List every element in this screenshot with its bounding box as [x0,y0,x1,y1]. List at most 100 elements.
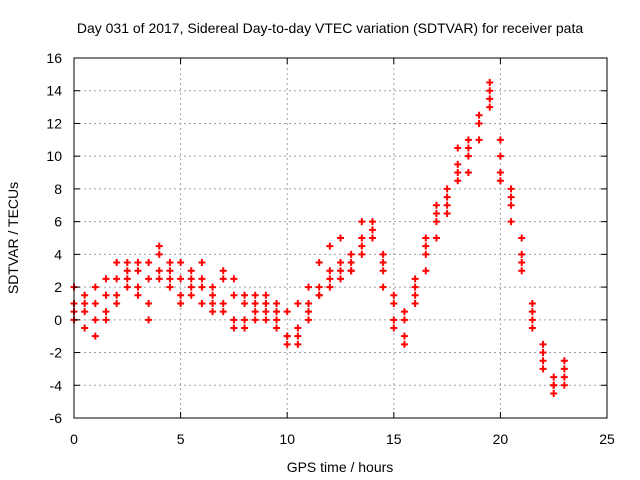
data-point [528,308,536,316]
data-point [283,332,291,340]
data-point [123,283,131,291]
data-point [81,324,89,332]
data-point [198,283,206,291]
data-point [209,299,217,307]
data-point [230,324,238,332]
data-point [123,259,131,267]
data-point [315,283,323,291]
data-point [379,283,387,291]
data-point [145,299,153,307]
data-point [273,308,281,316]
data-point [134,291,142,299]
data-point [368,226,376,234]
data-point [294,299,302,307]
data-point [198,275,206,283]
data-point [251,308,259,316]
data-point [262,316,270,324]
data-point [81,308,89,316]
data-point [518,259,526,267]
data-point [411,275,419,283]
data-point [560,365,568,373]
x-tick-label: 15 [386,431,402,447]
data-point [187,267,195,275]
data-point [91,316,99,324]
data-point [123,275,131,283]
data-point [496,169,504,177]
data-point [198,299,206,307]
data-point [337,259,344,267]
data-point [102,275,110,283]
data-point [507,185,515,193]
data-point [454,169,462,177]
data-point [155,267,163,275]
data-point [326,283,334,291]
data-point [113,259,121,267]
data-point [528,299,536,307]
data-point [241,299,249,307]
y-tick-label: 8 [54,181,62,197]
x-tick-label: 0 [70,431,78,447]
data-point [390,291,398,299]
data-point [454,160,462,168]
y-tick-label: 12 [46,115,62,131]
data-point [283,308,291,316]
data-point [91,283,99,291]
data-point [475,136,483,144]
data-point [91,299,99,307]
data-point [347,267,355,275]
data-point [337,267,344,275]
data-point [486,103,494,111]
data-point [379,267,387,275]
data-point [475,111,483,119]
data-point [432,218,440,226]
data-point [422,234,430,242]
data-point [241,291,249,299]
data-point [358,242,366,250]
chart-title: Day 031 of 2017, Sidereal Day-to-day VTE… [77,20,584,36]
data-point [305,308,313,316]
data-point [432,201,440,209]
data-point [337,234,344,242]
data-point [358,234,366,242]
data-point [326,242,334,250]
data-point [305,283,313,291]
data-point [464,152,472,160]
data-point [230,316,238,324]
data-point [443,193,451,201]
data-point [518,267,526,275]
y-tick-label: 10 [46,148,62,164]
data-point [379,259,387,267]
data-point [518,250,526,258]
data-point [337,275,344,283]
data-point [209,291,217,299]
y-tick-label: 0 [54,312,62,328]
data-point [550,389,558,397]
data-point [358,250,366,258]
data-point [539,365,547,373]
y-tick-label: 2 [54,279,62,295]
data-point [443,201,451,209]
data-point [507,201,515,209]
y-tick-label: 14 [46,83,62,99]
data-point [454,144,462,152]
data-point [411,283,419,291]
data-point [443,185,451,193]
data-point [315,259,323,267]
data-point [177,275,185,283]
data-point [496,152,504,160]
data-point [81,291,89,299]
data-point [507,193,515,201]
data-point [390,316,398,324]
data-point [81,299,89,307]
data-point [219,267,227,275]
data-point [422,267,430,275]
data-point [273,324,281,332]
x-axis-label: GPS time / hours [287,459,394,475]
data-point [475,119,483,127]
data-point [262,308,270,316]
data-point [400,340,408,348]
data-markers [70,79,568,397]
data-point [379,250,387,258]
data-point [326,267,334,275]
data-point [219,308,227,316]
